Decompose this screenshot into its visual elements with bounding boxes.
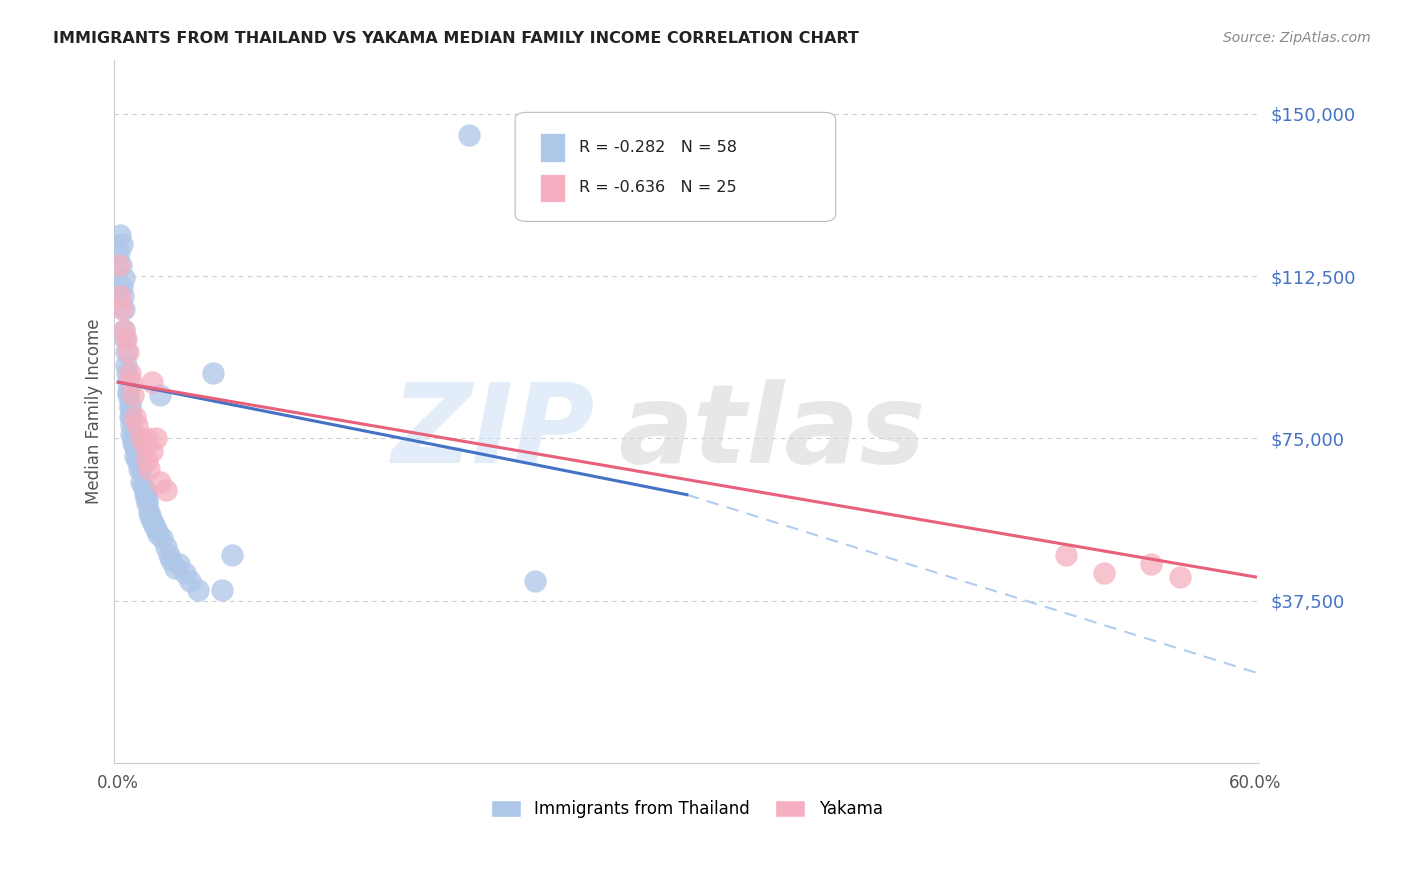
Point (114, 332, 136, 346)
Legend: Immigrants from Thailand, Yakama: Immigrants from Thailand, Yakama (485, 794, 889, 825)
Point (121, 375, 143, 389)
Point (138, 505, 160, 519)
Point (127, 453, 149, 467)
Point (112, 301, 135, 316)
Point (187, 582, 209, 597)
Point (160, 552, 183, 566)
Point (149, 388, 172, 402)
Point (112, 323, 135, 337)
Point (124, 449, 146, 463)
Point (134, 488, 156, 502)
Point (108, 227, 131, 242)
Point (211, 582, 233, 597)
Point (114, 358, 136, 372)
Point (524, 574, 547, 589)
Point (108, 288, 131, 302)
Point (110, 258, 132, 272)
Point (117, 344, 139, 359)
Y-axis label: Median Family Income: Median Family Income (86, 318, 103, 504)
Point (124, 440, 146, 454)
Point (146, 526, 169, 541)
Point (114, 344, 136, 359)
Point (157, 549, 180, 563)
Point (173, 566, 195, 580)
FancyBboxPatch shape (540, 134, 565, 161)
FancyBboxPatch shape (515, 112, 835, 221)
Point (145, 522, 167, 536)
Point (115, 367, 138, 381)
Point (117, 384, 139, 398)
Point (108, 258, 131, 272)
Point (1092, 566, 1115, 580)
Text: IMMIGRANTS FROM THAILAND VS YAKAMA MEDIAN FAMILY INCOME CORRELATION CHART: IMMIGRANTS FROM THAILAND VS YAKAMA MEDIA… (53, 31, 859, 46)
Point (135, 432, 157, 446)
Point (134, 483, 156, 498)
Point (121, 427, 143, 442)
Point (108, 245, 131, 260)
Point (111, 288, 134, 302)
Point (1168, 570, 1191, 584)
Point (129, 461, 152, 475)
Point (114, 332, 136, 346)
Point (155, 540, 177, 554)
Point (129, 475, 152, 489)
Point (124, 409, 146, 424)
Point (1054, 549, 1077, 563)
Point (1140, 557, 1163, 571)
Text: Source: ZipAtlas.com: Source: ZipAtlas.com (1223, 31, 1371, 45)
Point (179, 574, 201, 589)
Point (129, 432, 152, 446)
Point (128, 461, 150, 475)
Point (135, 496, 157, 510)
Point (122, 435, 145, 450)
Point (118, 367, 141, 381)
Text: R = -0.282   N = 58: R = -0.282 N = 58 (579, 140, 737, 155)
Point (457, 128, 479, 143)
Point (165, 561, 187, 575)
Point (127, 418, 149, 433)
Point (118, 401, 141, 416)
Point (167, 557, 190, 571)
Point (117, 388, 139, 402)
Point (112, 323, 135, 337)
Text: R = -0.636   N = 25: R = -0.636 N = 25 (579, 180, 737, 195)
Point (127, 444, 149, 458)
Point (118, 409, 141, 424)
Point (201, 367, 224, 381)
Point (143, 518, 166, 533)
Point (117, 375, 139, 389)
Point (138, 461, 160, 475)
Point (141, 514, 163, 528)
Point (141, 444, 163, 458)
Point (121, 409, 143, 424)
Point (118, 397, 141, 411)
Point (112, 271, 135, 285)
Text: atlas: atlas (619, 379, 925, 486)
Point (134, 440, 156, 454)
Text: ZIP: ZIP (392, 379, 595, 486)
Point (111, 236, 134, 251)
Point (128, 453, 150, 467)
FancyBboxPatch shape (540, 174, 565, 202)
Point (122, 432, 145, 446)
Point (141, 375, 163, 389)
Point (135, 453, 157, 467)
Point (139, 509, 162, 524)
Point (111, 301, 134, 316)
Point (150, 531, 173, 545)
Point (155, 483, 177, 498)
Point (149, 475, 172, 489)
Point (111, 280, 134, 294)
Point (132, 479, 155, 493)
Point (122, 388, 145, 402)
Point (145, 432, 167, 446)
Point (221, 549, 243, 563)
Point (121, 418, 143, 433)
Point (135, 491, 157, 506)
